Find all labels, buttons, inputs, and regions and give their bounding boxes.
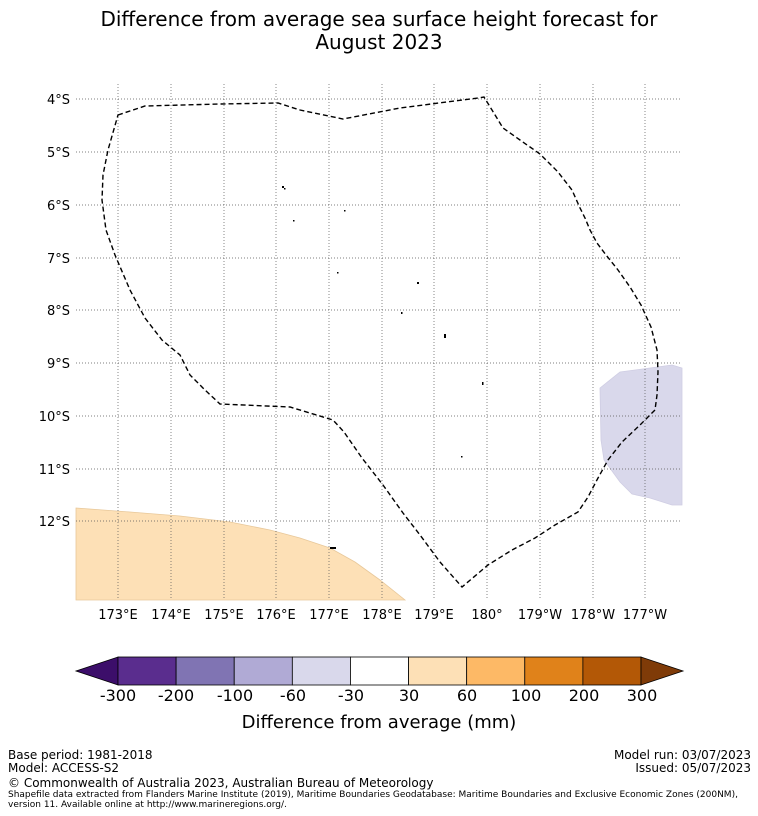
- map-title: Difference from average sea surface heig…: [0, 8, 758, 54]
- copyright: © Commonwealth of Australia 2023, Austra…: [8, 776, 434, 790]
- shapefile-credit: Shapefile data extracted from Flanders M…: [8, 790, 758, 810]
- footer-right: Model run: 03/07/2023 Issued: 05/07/2023: [614, 749, 751, 775]
- lon-tick-180: 180°: [471, 608, 502, 623]
- lat-tick-8s: 8°S: [47, 304, 70, 319]
- lon-tick-175e: 175°E: [204, 608, 244, 623]
- colorbar-extend-low: [74, 656, 119, 686]
- lat-tick-10s: 10°S: [39, 410, 70, 425]
- eez-boundary: [101, 96, 659, 588]
- map-panel: 4°S 5°S 6°S 7°S 8°S 9°S 10°S 11°S 12°S 1…: [39, 84, 683, 623]
- negative-anomaly-area: [599, 364, 683, 506]
- colorbar-label: 60: [456, 686, 478, 705]
- issued-date: Issued: 05/07/2023: [635, 761, 751, 775]
- colorbar-segment: [582, 656, 642, 686]
- lat-tick-6s: 6°S: [47, 199, 70, 214]
- lat-tick-12s: 12°S: [39, 515, 70, 530]
- lat-tick-9s: 9°S: [47, 357, 70, 372]
- colorbar-label: 200: [568, 686, 600, 705]
- colorbar-segment: [524, 656, 584, 686]
- colorbar-label: -30: [337, 686, 365, 705]
- lat-tick-7s: 7°S: [47, 252, 70, 267]
- colorbar-segment: [466, 656, 526, 686]
- colorbar-segment: [233, 656, 293, 686]
- lon-tick-178e: 178°E: [362, 608, 402, 623]
- lat-tick-4s: 4°S: [47, 93, 70, 108]
- lon-tick-176e: 176°E: [256, 608, 296, 623]
- colorbar: [74, 656, 685, 686]
- footer-left: Base period: 1981-2018 Model: ACCESS-S2: [8, 749, 153, 775]
- colorbar-label: 30: [398, 686, 420, 705]
- lat-tick-11s: 11°S: [39, 463, 70, 478]
- colorbar-segment: [291, 656, 351, 686]
- base-period: Base period: 1981-2018: [8, 748, 153, 762]
- positive-anomaly-area: [75, 507, 407, 601]
- shapefile-credit-line-2: version 11. Available online at http://w…: [8, 800, 287, 810]
- islands: [282, 186, 484, 549]
- colorbar-label: -300: [99, 686, 137, 705]
- lon-tick-177w: 177°W: [623, 608, 667, 623]
- title-line-1: Difference from average sea surface heig…: [100, 7, 658, 31]
- lon-tick-179e: 179°E: [414, 608, 454, 623]
- colorbar-label: -60: [279, 686, 307, 705]
- gridlines: [76, 84, 682, 600]
- colorbar-label: 300: [626, 686, 658, 705]
- colorbar-segment: [175, 656, 235, 686]
- colorbar-segments: [74, 656, 685, 686]
- lon-tick-174e: 174°E: [151, 608, 191, 623]
- colorbar-label: -100: [216, 686, 254, 705]
- model-name: Model: ACCESS-S2: [8, 761, 120, 775]
- shapefile-credit-line-1: Shapefile data extracted from Flanders M…: [8, 790, 738, 800]
- colorbar-segment: [117, 656, 177, 686]
- title-line-2: August 2023: [315, 30, 443, 54]
- colorbar-segment: [350, 656, 409, 686]
- colorbar-label: -200: [157, 686, 195, 705]
- model-run: Model run: 03/07/2023: [613, 748, 751, 762]
- lon-tick-173e: 173°E: [98, 608, 138, 623]
- colorbar-title: Difference from average (mm): [241, 712, 517, 733]
- lon-tick-178w: 178°W: [571, 608, 615, 623]
- lon-tick-177e: 177°E: [309, 608, 349, 623]
- colorbar-segment: [408, 656, 468, 686]
- lat-tick-5s: 5°S: [47, 146, 70, 161]
- colorbar-label: 100: [510, 686, 542, 705]
- lon-tick-179w: 179°W: [518, 608, 562, 623]
- colorbar-extend-high: [640, 656, 685, 686]
